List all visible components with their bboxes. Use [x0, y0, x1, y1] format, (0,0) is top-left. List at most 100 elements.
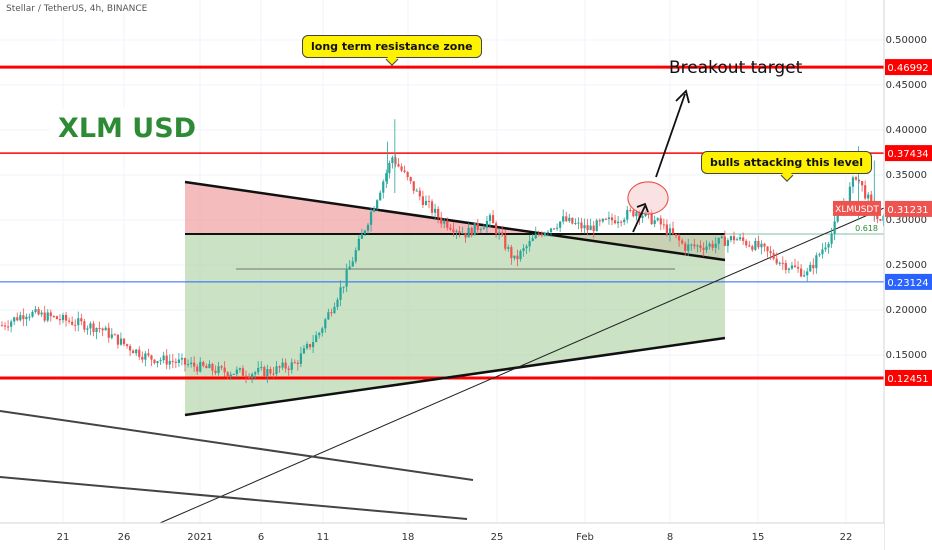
candle-body	[360, 233, 363, 239]
bulls-note: bulls attacking this level	[701, 151, 872, 174]
candle-body	[144, 353, 147, 360]
candle-body	[330, 312, 333, 314]
candle-body	[348, 266, 351, 270]
candle-body	[113, 334, 116, 336]
candle-body	[171, 360, 174, 362]
price-tag	[885, 273, 932, 290]
candle-body	[92, 323, 95, 332]
candle-body	[162, 355, 165, 361]
candle-body	[193, 362, 196, 367]
candle-body	[806, 271, 809, 276]
candle-body	[745, 240, 748, 246]
resistance-note: long term resistance zone	[302, 35, 482, 58]
candle-body	[260, 367, 263, 369]
candle-body	[665, 224, 668, 235]
candle-body	[7, 326, 10, 328]
candle-body	[696, 245, 699, 247]
candle-body	[394, 157, 397, 165]
candle-body	[723, 236, 726, 246]
candle-body	[379, 192, 382, 201]
arrow-short	[632, 205, 646, 233]
candle-body	[522, 248, 525, 251]
candle-body	[876, 214, 879, 220]
logo-text: XLM USD	[58, 113, 197, 144]
candle-body	[363, 230, 367, 234]
lower-zone	[185, 233, 725, 415]
candle-body	[879, 219, 882, 221]
candle-body	[3, 325, 7, 327]
candle-body	[391, 157, 394, 164]
candle-body	[784, 263, 787, 270]
candle-body	[327, 312, 330, 320]
candle-body	[104, 327, 107, 331]
candle-body	[339, 287, 342, 300]
candle-body	[434, 208, 437, 213]
candle-body	[577, 222, 580, 224]
y-tick-label: 0.45000	[886, 80, 927, 91]
candle-body	[135, 349, 138, 354]
candle-body	[287, 368, 290, 370]
candle-body	[671, 228, 675, 234]
x-tick-label: 11	[317, 532, 330, 543]
candle-body	[183, 358, 187, 365]
candle-body	[95, 327, 98, 332]
candle-body	[232, 373, 235, 375]
candle-body	[40, 312, 43, 315]
candle-body	[421, 196, 424, 205]
candle-body	[64, 314, 68, 321]
candle-body	[812, 264, 815, 269]
candle-body	[424, 200, 428, 205]
price-tag-text: 0.37434	[887, 149, 928, 160]
candle-body	[458, 231, 461, 233]
candle-body	[16, 317, 19, 321]
breakout-target-note: Breakout target	[669, 58, 803, 78]
candle-body	[632, 210, 635, 217]
candle-body	[580, 222, 583, 229]
candle-body	[354, 250, 357, 262]
candle-body	[562, 216, 565, 222]
candle-body	[559, 221, 562, 228]
x-tick-label: 15	[752, 532, 765, 543]
candle-body	[620, 221, 623, 223]
candle-body	[638, 212, 641, 219]
x-tick-label: 21	[57, 532, 70, 543]
candle-body	[754, 240, 757, 250]
candle-body	[138, 349, 141, 357]
price-tag-text: 0.23124	[887, 278, 928, 289]
candle-body	[446, 220, 449, 228]
candle-body	[601, 218, 604, 222]
candle-body	[266, 369, 269, 377]
price-tag-text: 0.12451	[887, 374, 928, 385]
candle-body	[861, 181, 864, 186]
candle-body	[251, 374, 254, 378]
candle-body	[735, 239, 739, 241]
candle-body	[61, 314, 65, 321]
candle-body	[787, 268, 790, 270]
candle-body	[739, 237, 742, 240]
candle-body	[513, 255, 516, 259]
candle-body	[202, 361, 205, 366]
candle-body	[336, 299, 339, 307]
x-tick-label: 6	[258, 532, 264, 543]
candle-body	[824, 247, 827, 250]
candle-body	[241, 368, 245, 376]
candle-body	[150, 355, 153, 360]
candle-body	[635, 212, 638, 217]
candle-body	[461, 232, 464, 234]
chart-header-title: Stellar / TetherUS, 4h, BINANCE	[6, 4, 148, 14]
candle-body	[595, 220, 598, 232]
candle-body	[870, 194, 873, 202]
candle-body	[510, 247, 513, 259]
candle-body	[71, 321, 74, 325]
candle-body	[83, 321, 86, 330]
candle-body	[28, 316, 31, 318]
candle-body	[495, 223, 498, 235]
candle-body	[848, 186, 851, 202]
candle-body	[415, 190, 418, 192]
candle-body	[766, 246, 769, 252]
candle-body	[357, 238, 360, 251]
candle-body	[278, 366, 281, 368]
candle-body	[488, 215, 492, 221]
